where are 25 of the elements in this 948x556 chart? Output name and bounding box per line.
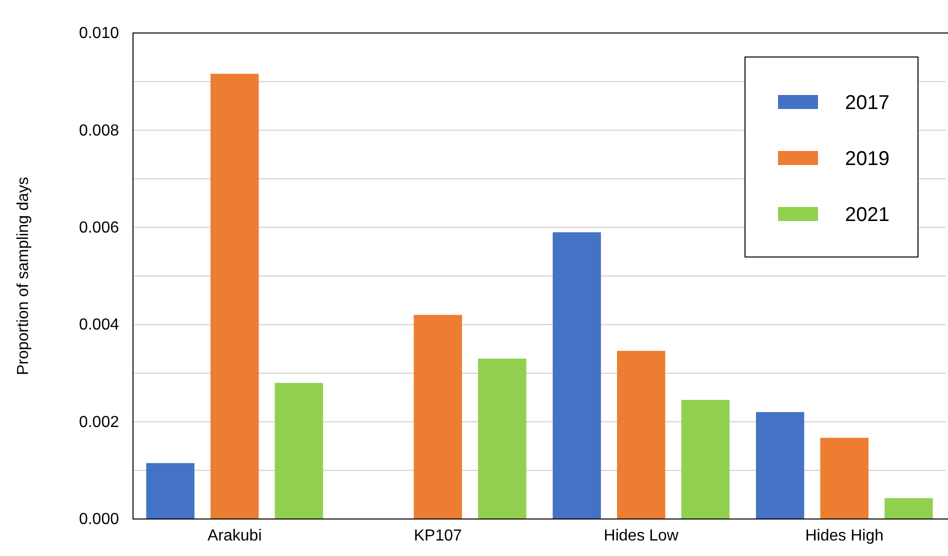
bar [756,412,804,519]
bar [210,74,259,519]
y-tick-label: 0.004 [78,316,120,334]
bar [274,382,324,519]
y-tick-label: 0.000 [78,511,120,528]
y-tick-label: 0.002 [78,414,120,431]
x-tick-label: Hides Low [604,527,679,544]
legend-label: 2017 [845,92,890,114]
x-tick-label: Arakubi [208,527,262,544]
bar [681,400,730,519]
bar [478,358,526,519]
x-tick-label: Hides High [805,527,884,544]
bar [617,350,666,519]
y-axis-title: Proportion of sampling days [15,176,32,376]
bar [820,438,868,519]
y-tick-label: 0.008 [78,122,120,140]
bar [146,463,194,519]
bar [414,314,462,519]
y-tick-label: 0.006 [78,220,120,237]
bar [552,232,601,519]
bar [884,498,933,519]
x-tick-label: KP107 [414,527,462,544]
legend-label: 2021 [845,204,890,226]
y-tick-label: 0.010 [78,25,120,42]
legend-label: 2019 [845,148,890,170]
